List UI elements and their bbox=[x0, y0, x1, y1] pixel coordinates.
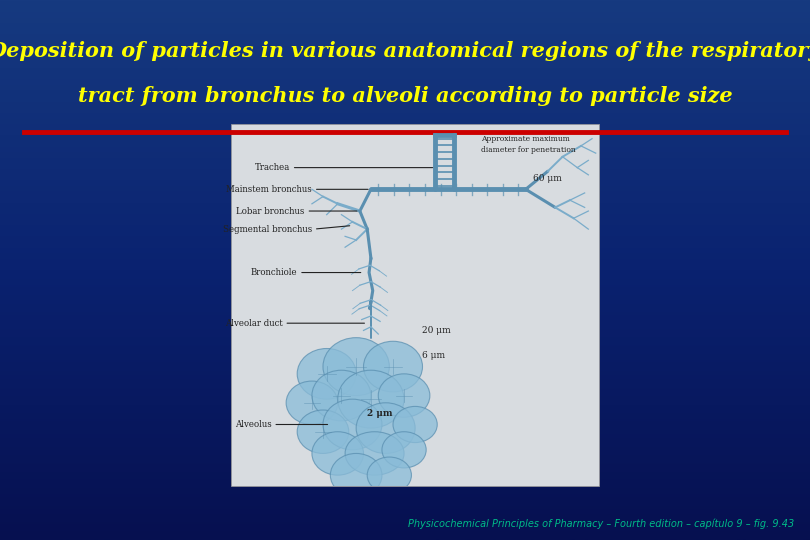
Text: Bronchiole: Bronchiole bbox=[250, 268, 297, 277]
Ellipse shape bbox=[378, 374, 430, 417]
Ellipse shape bbox=[382, 432, 426, 468]
Ellipse shape bbox=[367, 457, 411, 493]
Text: Alveolar duct: Alveolar duct bbox=[224, 319, 283, 328]
Text: 6 μm: 6 μm bbox=[423, 351, 446, 360]
Ellipse shape bbox=[297, 410, 349, 454]
Text: Segmental bronchus: Segmental bronchus bbox=[223, 225, 312, 234]
Ellipse shape bbox=[323, 338, 390, 395]
Ellipse shape bbox=[330, 454, 382, 497]
Text: 60 μm: 60 μm bbox=[533, 174, 562, 183]
Ellipse shape bbox=[364, 341, 423, 392]
Text: diameter for penetration: diameter for penetration bbox=[481, 145, 576, 153]
Ellipse shape bbox=[393, 407, 437, 443]
FancyBboxPatch shape bbox=[231, 124, 599, 486]
Text: 20 μm: 20 μm bbox=[423, 326, 451, 335]
Ellipse shape bbox=[356, 403, 415, 454]
Ellipse shape bbox=[338, 370, 404, 428]
Ellipse shape bbox=[345, 432, 404, 475]
Text: Physicochemical Principles of Pharmacy – Fourth edition – capítulo 9 – fig. 9.43: Physicochemical Principles of Pharmacy –… bbox=[407, 519, 794, 529]
Text: 2 μm: 2 μm bbox=[367, 409, 393, 418]
Ellipse shape bbox=[286, 381, 338, 424]
Text: Trachea: Trachea bbox=[254, 163, 290, 172]
Text: Mainstem bronchus: Mainstem bronchus bbox=[226, 185, 312, 194]
Text: Alveolus: Alveolus bbox=[235, 420, 271, 429]
Ellipse shape bbox=[312, 370, 371, 421]
Text: Lobar bronchus: Lobar bronchus bbox=[237, 206, 305, 215]
Text: tract from bronchus to alveoli according to particle size: tract from bronchus to alveoli according… bbox=[78, 86, 732, 106]
Ellipse shape bbox=[297, 348, 356, 399]
Text: Approximate maximum: Approximate maximum bbox=[481, 134, 570, 143]
Ellipse shape bbox=[323, 399, 382, 450]
Text: Deposition of particles in various anatomical regions of the respiratory: Deposition of particles in various anato… bbox=[0, 41, 810, 62]
Ellipse shape bbox=[312, 432, 364, 475]
